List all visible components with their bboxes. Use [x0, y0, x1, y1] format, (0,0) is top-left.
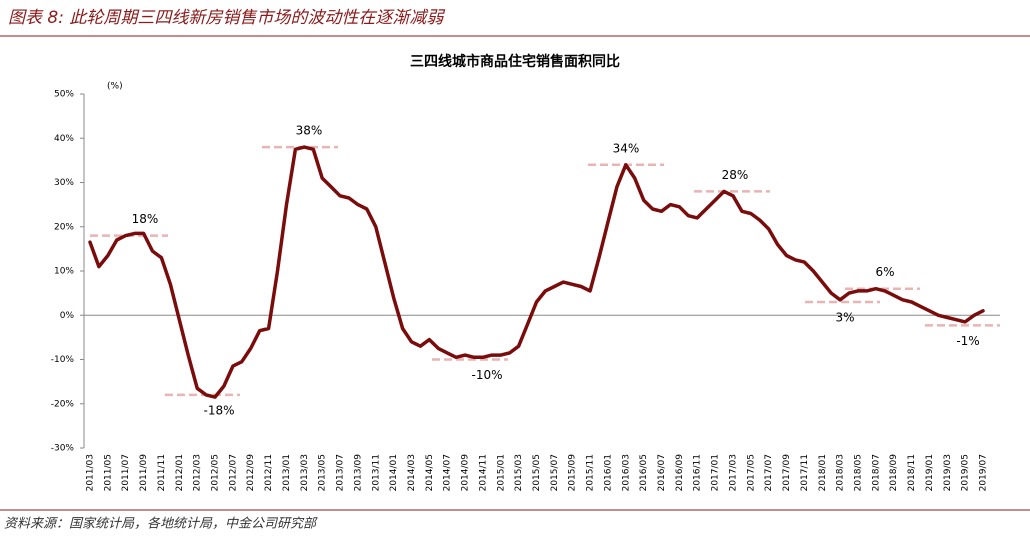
x-tick-label: 2019/07 — [979, 454, 989, 491]
x-tick-label: 2012/03 — [193, 454, 203, 491]
x-tick-label: 2015/03 — [514, 454, 524, 491]
y-tick-label: 10% — [54, 267, 74, 277]
x-tick-label: 2012/07 — [228, 454, 238, 491]
x-tick-label: 2014/03 — [407, 454, 417, 491]
annotation: 6% — [875, 265, 894, 279]
x-tick-label: 2011/05 — [103, 454, 113, 491]
x-tick-label: 2015/01 — [496, 454, 506, 491]
x-tick-label: 2018/03 — [836, 454, 846, 491]
y-tick-label: 0% — [60, 311, 75, 321]
x-tick-label: 2017/09 — [782, 454, 792, 492]
x-tick-label: 2016/11 — [693, 454, 703, 491]
x-tick-label: 2013/07 — [336, 454, 346, 491]
x-tick-label: 2012/01 — [175, 454, 185, 491]
chart-title: 三四线城市商品住宅销售面积同比 — [410, 53, 620, 70]
x-tick-label: 2012/11 — [264, 454, 274, 491]
x-tick-label: 2018/09 — [889, 454, 899, 492]
x-tick-label: 2014/09 — [461, 454, 471, 492]
annotation: 3% — [835, 310, 854, 324]
x-tick-label: 2012/09 — [246, 454, 256, 492]
x-tick-label: 2011/09 — [139, 454, 149, 492]
x-tick-label: 2019/05 — [961, 454, 971, 491]
x-tick-label: 2011/11 — [157, 454, 167, 491]
x-tick-label: 2013/09 — [353, 454, 363, 492]
y-tick-label: 30% — [54, 178, 74, 188]
x-tick-label: 2017/07 — [764, 454, 774, 491]
x-tick-label: 2019/03 — [943, 454, 953, 491]
y-unit: (%) — [107, 82, 123, 92]
x-tick-label: 2015/05 — [532, 454, 542, 491]
annotation: -10% — [471, 368, 502, 382]
x-tick-label: 2018/01 — [818, 454, 828, 491]
x-tick-label: 2017/11 — [800, 454, 810, 491]
x-tick-label: 2017/01 — [711, 454, 721, 491]
x-tick-label: 2018/11 — [907, 454, 917, 491]
annotation: -18% — [203, 403, 234, 417]
x-tick-label: 2014/01 — [389, 454, 399, 491]
x-tick-label: 2011/03 — [86, 454, 96, 491]
y-tick-label: -30% — [51, 444, 75, 454]
x-tick-label: 2019/01 — [925, 454, 935, 491]
x-tick-label: 2014/11 — [478, 454, 488, 491]
annotation: -1% — [956, 334, 979, 348]
page-title: 图表 8: 此轮周期三四线新房销售市场的波动性在逐渐减弱 — [8, 8, 445, 28]
x-tick-label: 2011/07 — [121, 454, 131, 491]
x-tick-label: 2016/03 — [621, 454, 631, 491]
x-tick-label: 2014/07 — [443, 454, 453, 491]
x-tick-label: 2013/01 — [282, 454, 292, 491]
x-tick-label: 2017/05 — [746, 454, 756, 491]
source: 资料来源：国家统计局，各地统计局，中金公司研究部 — [4, 516, 318, 532]
x-tick-label: 2014/05 — [425, 454, 435, 491]
annotation: 34% — [613, 141, 640, 155]
y-tick-label: 50% — [54, 90, 74, 100]
x-tick-label: 2013/11 — [371, 454, 381, 491]
x-tick-label: 2013/03 — [300, 454, 310, 491]
annotation: 38% — [296, 124, 323, 138]
x-tick-label: 2015/11 — [586, 454, 596, 491]
x-tick-label: 2015/07 — [550, 454, 560, 491]
x-tick-label: 2016/05 — [639, 454, 649, 491]
y-tick-label: 20% — [54, 222, 74, 232]
series-line — [88, 145, 985, 399]
annotation: 18% — [132, 212, 159, 226]
annotation: 28% — [722, 168, 749, 182]
x-tick-label: 2016/09 — [675, 454, 685, 492]
x-tick-label: 2016/07 — [657, 454, 667, 491]
x-tick-label: 2016/01 — [603, 454, 613, 491]
y-tick-label: -20% — [51, 399, 75, 409]
x-tick-label: 2013/05 — [318, 454, 328, 491]
y-tick-label: -10% — [51, 355, 75, 365]
x-tick-label: 2018/05 — [853, 454, 863, 491]
x-tick-label: 2012/05 — [211, 454, 221, 491]
x-tick-label: 2018/07 — [871, 454, 881, 491]
y-tick-label: 40% — [54, 134, 74, 144]
x-tick-label: 2017/03 — [728, 454, 738, 491]
x-tick-label: 2015/09 — [568, 454, 578, 492]
